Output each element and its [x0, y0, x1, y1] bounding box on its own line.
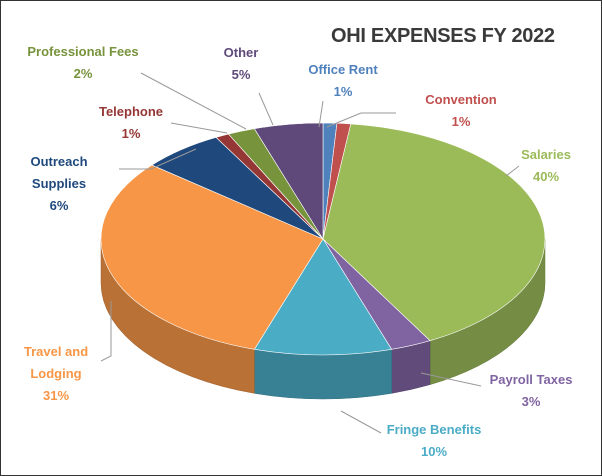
slice-value-label: 5% [231, 67, 251, 82]
leader-line [420, 372, 482, 387]
slice-value-label: 1% [333, 84, 353, 99]
pie-slice-side [254, 349, 392, 400]
slice-label: Other [223, 45, 259, 60]
slice-label: Salaries [521, 147, 571, 162]
leader-line [505, 165, 520, 177]
leader-line [100, 301, 112, 362]
slice-value-label: 3% [521, 394, 541, 409]
leader-line [170, 122, 228, 134]
leader-line [340, 410, 382, 434]
leader-line [258, 92, 274, 126]
pie-slice [322, 123, 546, 341]
leader-line [326, 112, 396, 128]
leader-lines [100, 72, 520, 434]
slice-label: Payroll Taxes [489, 372, 573, 387]
pie-top [100, 122, 546, 356]
slice-value-label: 40% [532, 169, 560, 184]
slice-label: Telephone [98, 104, 164, 119]
slice-label: Convention [425, 92, 497, 107]
slice-value-label: 1% [121, 126, 141, 141]
slice-value-label: 31% [42, 388, 70, 403]
slice-label: Outreach Supplies [30, 154, 88, 191]
slice-value-label: 6% [49, 198, 69, 213]
slice-label: Office Rent [308, 62, 378, 77]
pie-sides [100, 238, 546, 400]
leader-line [140, 72, 247, 130]
slice-value-label: 10% [420, 444, 448, 459]
pie-slice [253, 122, 324, 241]
slice-label: Professional Fees [27, 44, 139, 59]
leader-line [318, 100, 324, 128]
slice-value-label: 1% [451, 114, 471, 129]
pie-slice [253, 238, 393, 356]
chart-title: OHI EXPENSES FY 2022 [331, 25, 555, 47]
slice-value-label: 2% [73, 66, 93, 81]
leader-line [119, 148, 197, 170]
pie-slice [100, 164, 324, 350]
slice-label: Fringe Benefits [386, 422, 482, 437]
slice-label: Travel and Lodging [23, 344, 89, 381]
